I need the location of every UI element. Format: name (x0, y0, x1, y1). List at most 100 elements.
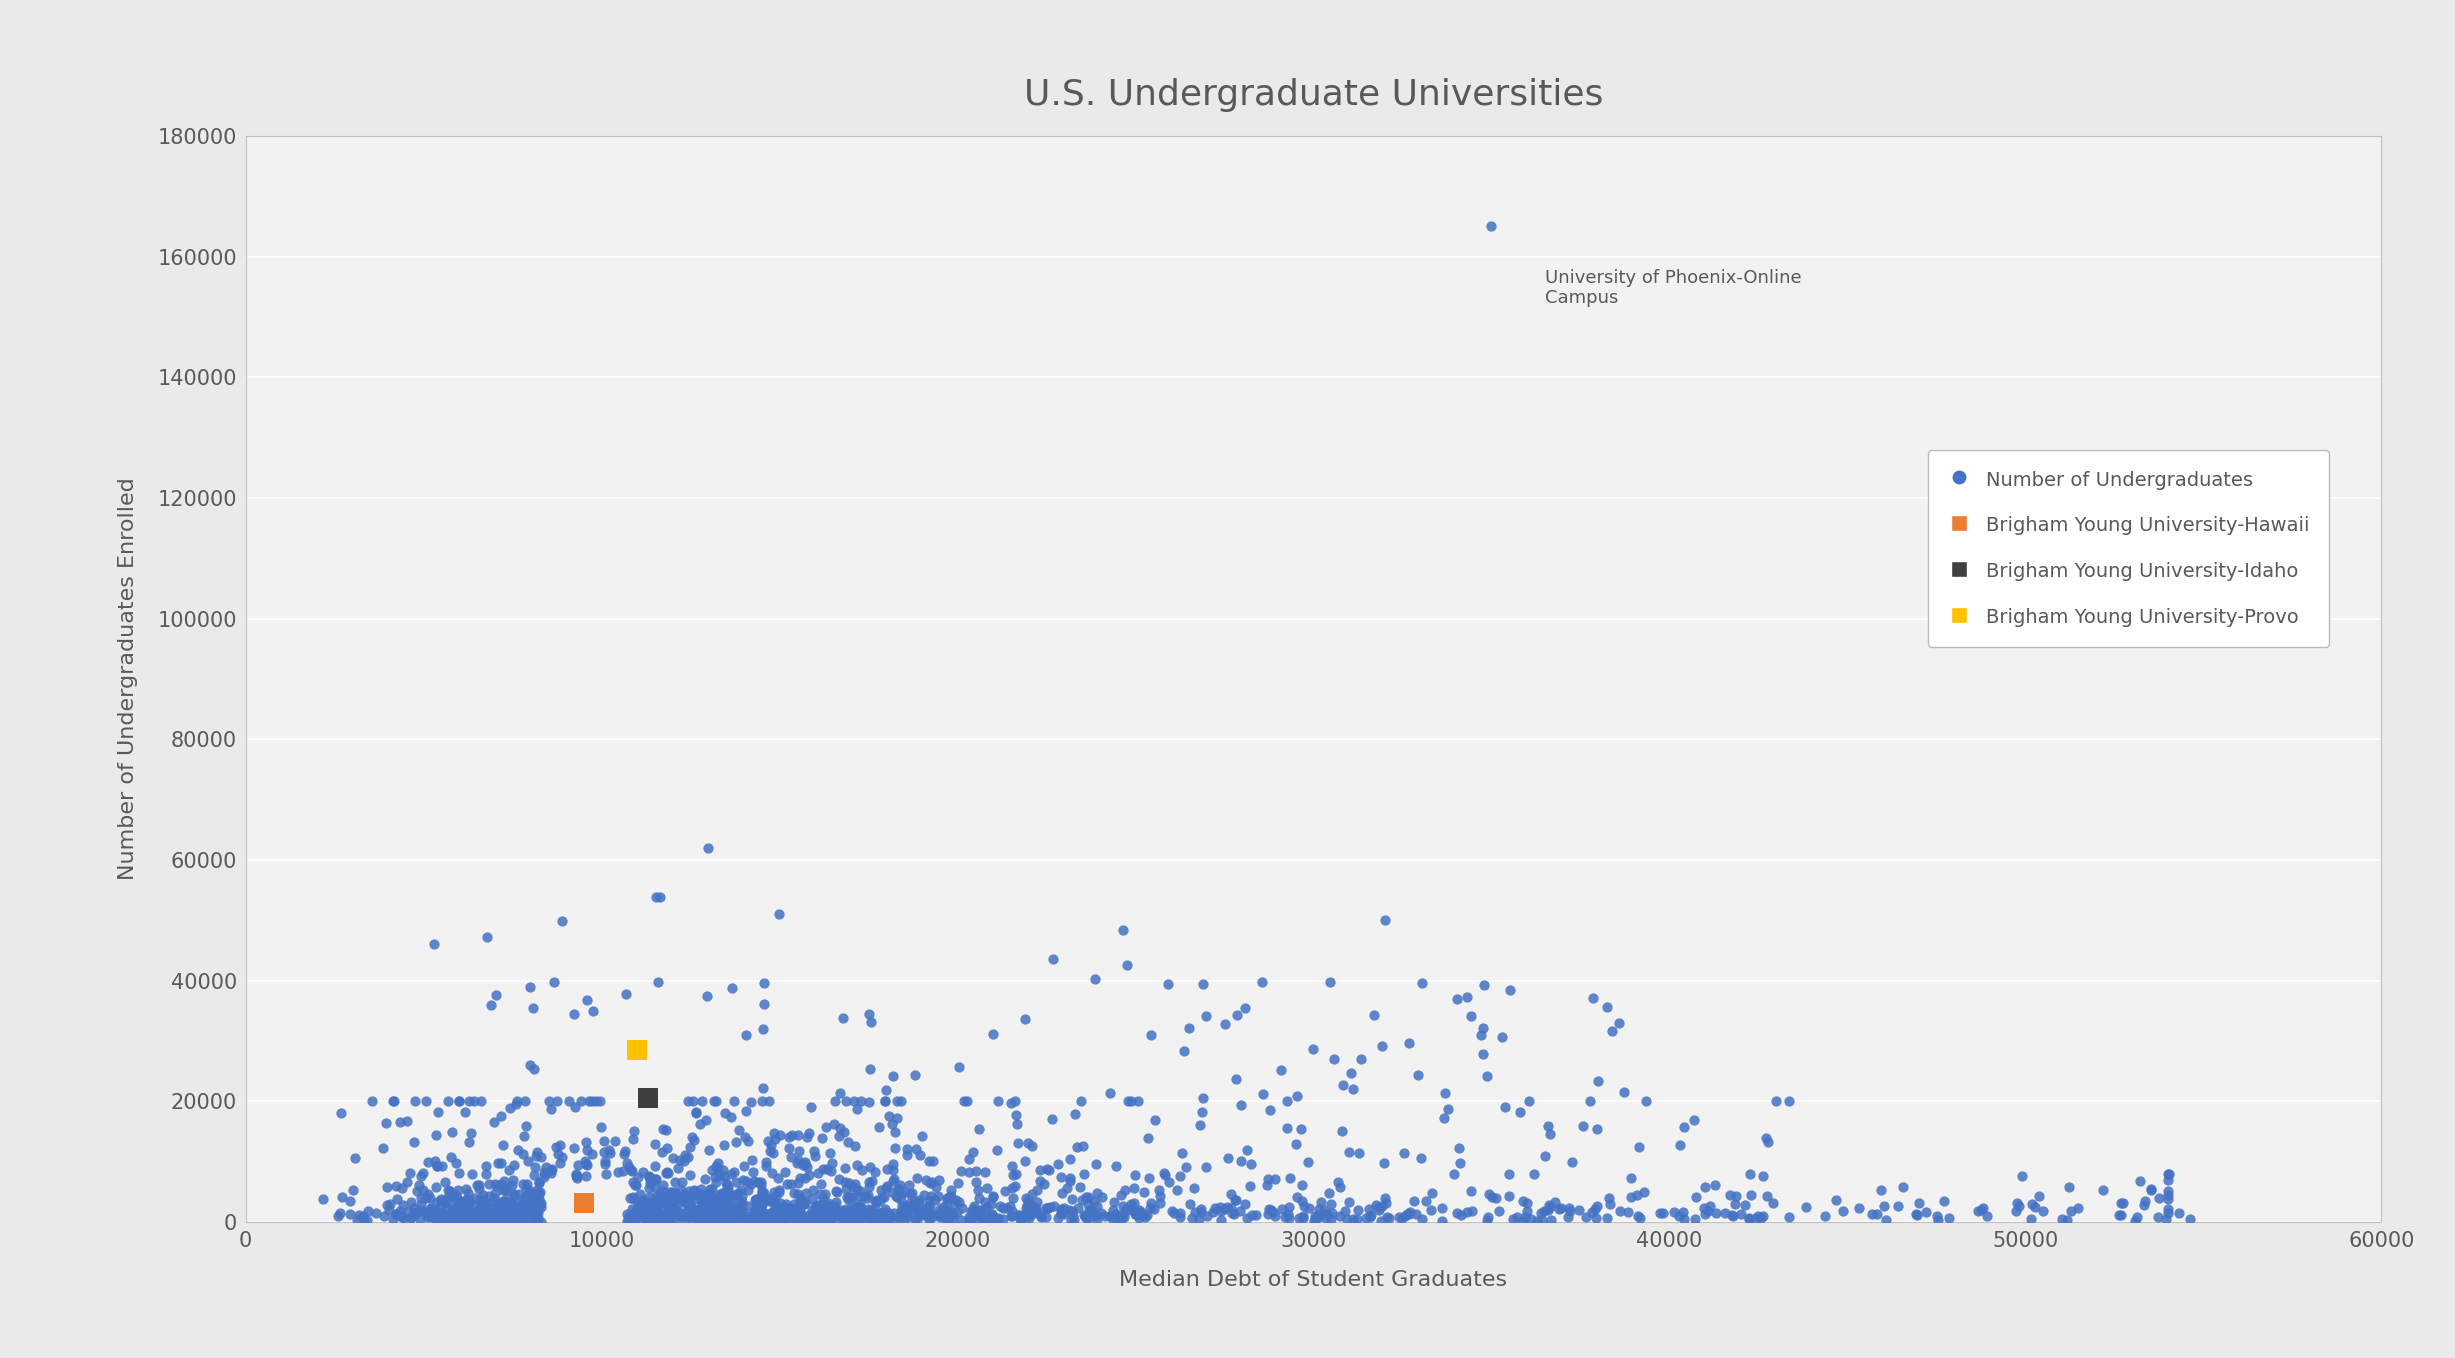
Point (646, 1190, 685, 1211)
Point (675, 1199, 714, 1221)
Point (636, 1168, 675, 1190)
Point (896, 1138, 935, 1160)
Point (1674, 1207, 1714, 1229)
Point (719, 1181, 759, 1203)
Point (778, 1124, 818, 1146)
Point (771, 1173, 810, 1195)
Point (493, 1209, 533, 1230)
Point (535, 1135, 574, 1157)
Point (400, 1175, 439, 1196)
Point (1355, 1005, 1394, 1027)
Point (1016, 1179, 1056, 1200)
Point (960, 1118, 999, 1139)
Point (491, 1192, 530, 1214)
Point (513, 1205, 552, 1226)
Point (872, 1181, 911, 1203)
Point (832, 1207, 872, 1229)
Point (641, 887, 680, 909)
Point (462, 1203, 501, 1225)
Point (349, 1199, 388, 1221)
Point (756, 1205, 795, 1226)
Point (1471, 1183, 1510, 1205)
Point (1525, 1145, 1564, 1167)
Point (633, 1203, 673, 1225)
Point (2001, 1195, 2040, 1217)
Point (717, 1209, 756, 1230)
Point (741, 1194, 781, 1215)
Point (685, 1195, 724, 1217)
Point (1716, 1186, 1755, 1207)
Point (756, 1195, 795, 1217)
Point (852, 1199, 891, 1221)
Point (781, 1191, 820, 1213)
Point (690, 1210, 729, 1232)
Point (1009, 1131, 1048, 1153)
Point (1107, 1198, 1146, 1219)
Point (641, 1206, 680, 1228)
Point (896, 1209, 935, 1230)
Point (1122, 1202, 1161, 1224)
Point (609, 1205, 648, 1226)
Point (1360, 1196, 1399, 1218)
Point (459, 1198, 498, 1219)
Point (619, 1203, 658, 1225)
Point (692, 1160, 732, 1181)
Point (903, 1184, 943, 1206)
Point (881, 1202, 921, 1224)
Point (1571, 1090, 1610, 1112)
Point (638, 1190, 678, 1211)
Point (1046, 1203, 1085, 1225)
Point (859, 1206, 899, 1228)
Point (1529, 1123, 1569, 1145)
Point (980, 1195, 1019, 1217)
Point (633, 1209, 673, 1230)
Point (633, 1200, 673, 1222)
Point (977, 1207, 1016, 1229)
Point (1026, 1196, 1065, 1218)
Point (636, 1186, 675, 1207)
Point (1149, 974, 1188, 995)
Point (680, 1206, 719, 1228)
Point (1129, 1127, 1169, 1149)
Point (719, 1198, 759, 1219)
Point (643, 1180, 682, 1202)
Point (636, 1202, 675, 1224)
Point (727, 1207, 766, 1229)
Point (923, 1200, 962, 1222)
Point (800, 1173, 840, 1195)
Point (791, 1207, 830, 1229)
Point (707, 1173, 746, 1195)
Point (1208, 1146, 1247, 1168)
Point (953, 1199, 992, 1221)
Point (476, 1181, 516, 1203)
Point (1075, 1190, 1115, 1211)
Point (1038, 1153, 1078, 1175)
Point (744, 1207, 783, 1229)
Point (1620, 1207, 1660, 1229)
Point (886, 1200, 926, 1222)
Point (452, 1206, 491, 1228)
Point (862, 1202, 901, 1224)
Point (808, 1192, 847, 1214)
Point (631, 1167, 670, 1188)
Point (491, 1097, 530, 1119)
Point (511, 1202, 550, 1224)
Point (682, 1090, 722, 1112)
Point (926, 1207, 965, 1229)
Point (604, 1161, 643, 1183)
Point (830, 1131, 869, 1153)
Point (565, 1150, 604, 1172)
Point (378, 1188, 417, 1210)
Point (680, 1186, 719, 1207)
Point (1284, 1195, 1323, 1217)
Point (1144, 1162, 1183, 1184)
Point (1858, 1203, 1898, 1225)
Point (847, 1187, 886, 1209)
Point (685, 1202, 724, 1224)
Point (832, 1210, 872, 1232)
Point (862, 1180, 901, 1202)
Point (803, 1187, 842, 1209)
Point (756, 1186, 795, 1207)
Point (452, 1191, 491, 1213)
Point (911, 1172, 950, 1194)
